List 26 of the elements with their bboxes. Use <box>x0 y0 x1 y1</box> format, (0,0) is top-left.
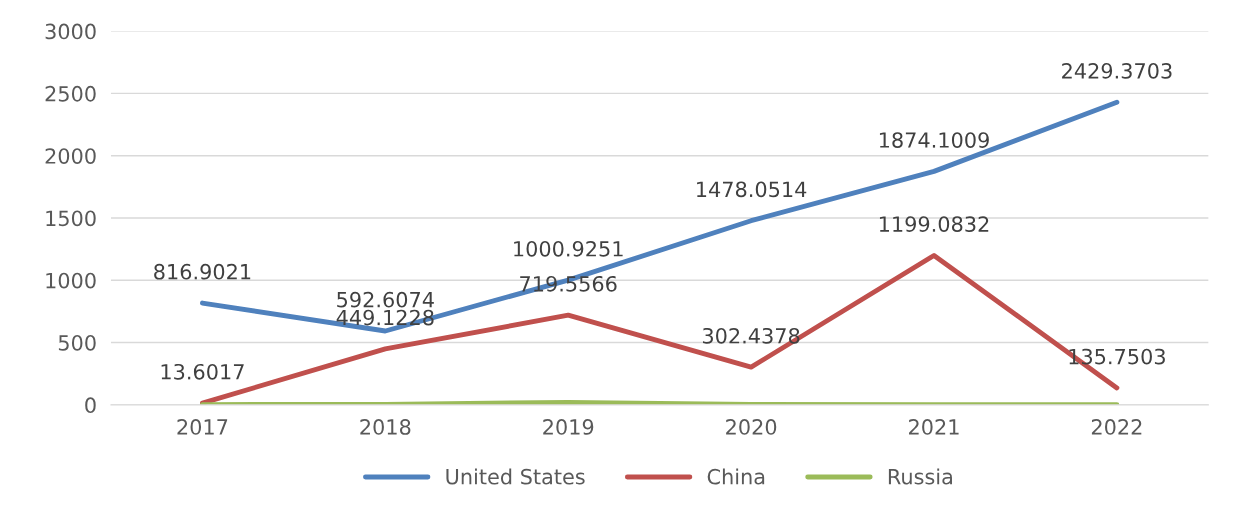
y-tick-label: 500 <box>58 334 96 351</box>
y-tick-label: 2500 <box>45 85 96 102</box>
data-label: 13.6017 <box>161 363 244 380</box>
legend-label: Russia <box>888 468 952 485</box>
data-label: 302.4378 <box>702 327 800 344</box>
y-tick-label: 0 <box>85 397 96 414</box>
data-label: 1000.9251 <box>514 240 623 257</box>
data-label: 592.6074 <box>337 291 434 308</box>
data-label: 816.9021 <box>154 263 251 280</box>
data-label: 1874.1009 <box>879 132 989 148</box>
y-tick-label: 1500 <box>46 210 96 227</box>
x-tick-label: 2018 <box>360 419 411 435</box>
y-tick-label: 3000 <box>45 23 96 40</box>
legend-label: United States <box>446 468 585 485</box>
legend-label: China <box>707 468 765 485</box>
y-tick-label: 2000 <box>45 148 96 164</box>
x-tick-label: 2017 <box>177 419 228 435</box>
y-tick-label: 1000 <box>46 272 96 289</box>
data-label: 1478.0514 <box>697 181 807 198</box>
data-label: 2429.3703 <box>1062 62 1172 79</box>
data-label: 449.1228 <box>336 309 434 326</box>
x-tick-label: 2020 <box>726 419 777 435</box>
x-tick-label: 2019 <box>543 419 594 435</box>
data-label: 1199.0832 <box>879 216 989 232</box>
x-tick-label: 2022 <box>1091 419 1142 435</box>
x-tick-label: 2021 <box>909 419 959 435</box>
